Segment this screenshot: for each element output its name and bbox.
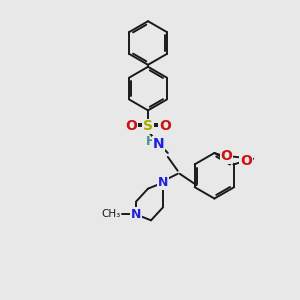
Text: N: N bbox=[158, 176, 168, 189]
Text: O: O bbox=[240, 154, 252, 168]
Text: S: S bbox=[143, 119, 153, 133]
Text: O: O bbox=[125, 119, 137, 133]
Text: CH₃: CH₃ bbox=[101, 209, 120, 219]
Text: N: N bbox=[131, 208, 141, 221]
Text: H: H bbox=[146, 135, 156, 148]
Text: O: O bbox=[220, 149, 232, 163]
Text: O: O bbox=[159, 119, 171, 133]
Text: N: N bbox=[153, 137, 165, 151]
